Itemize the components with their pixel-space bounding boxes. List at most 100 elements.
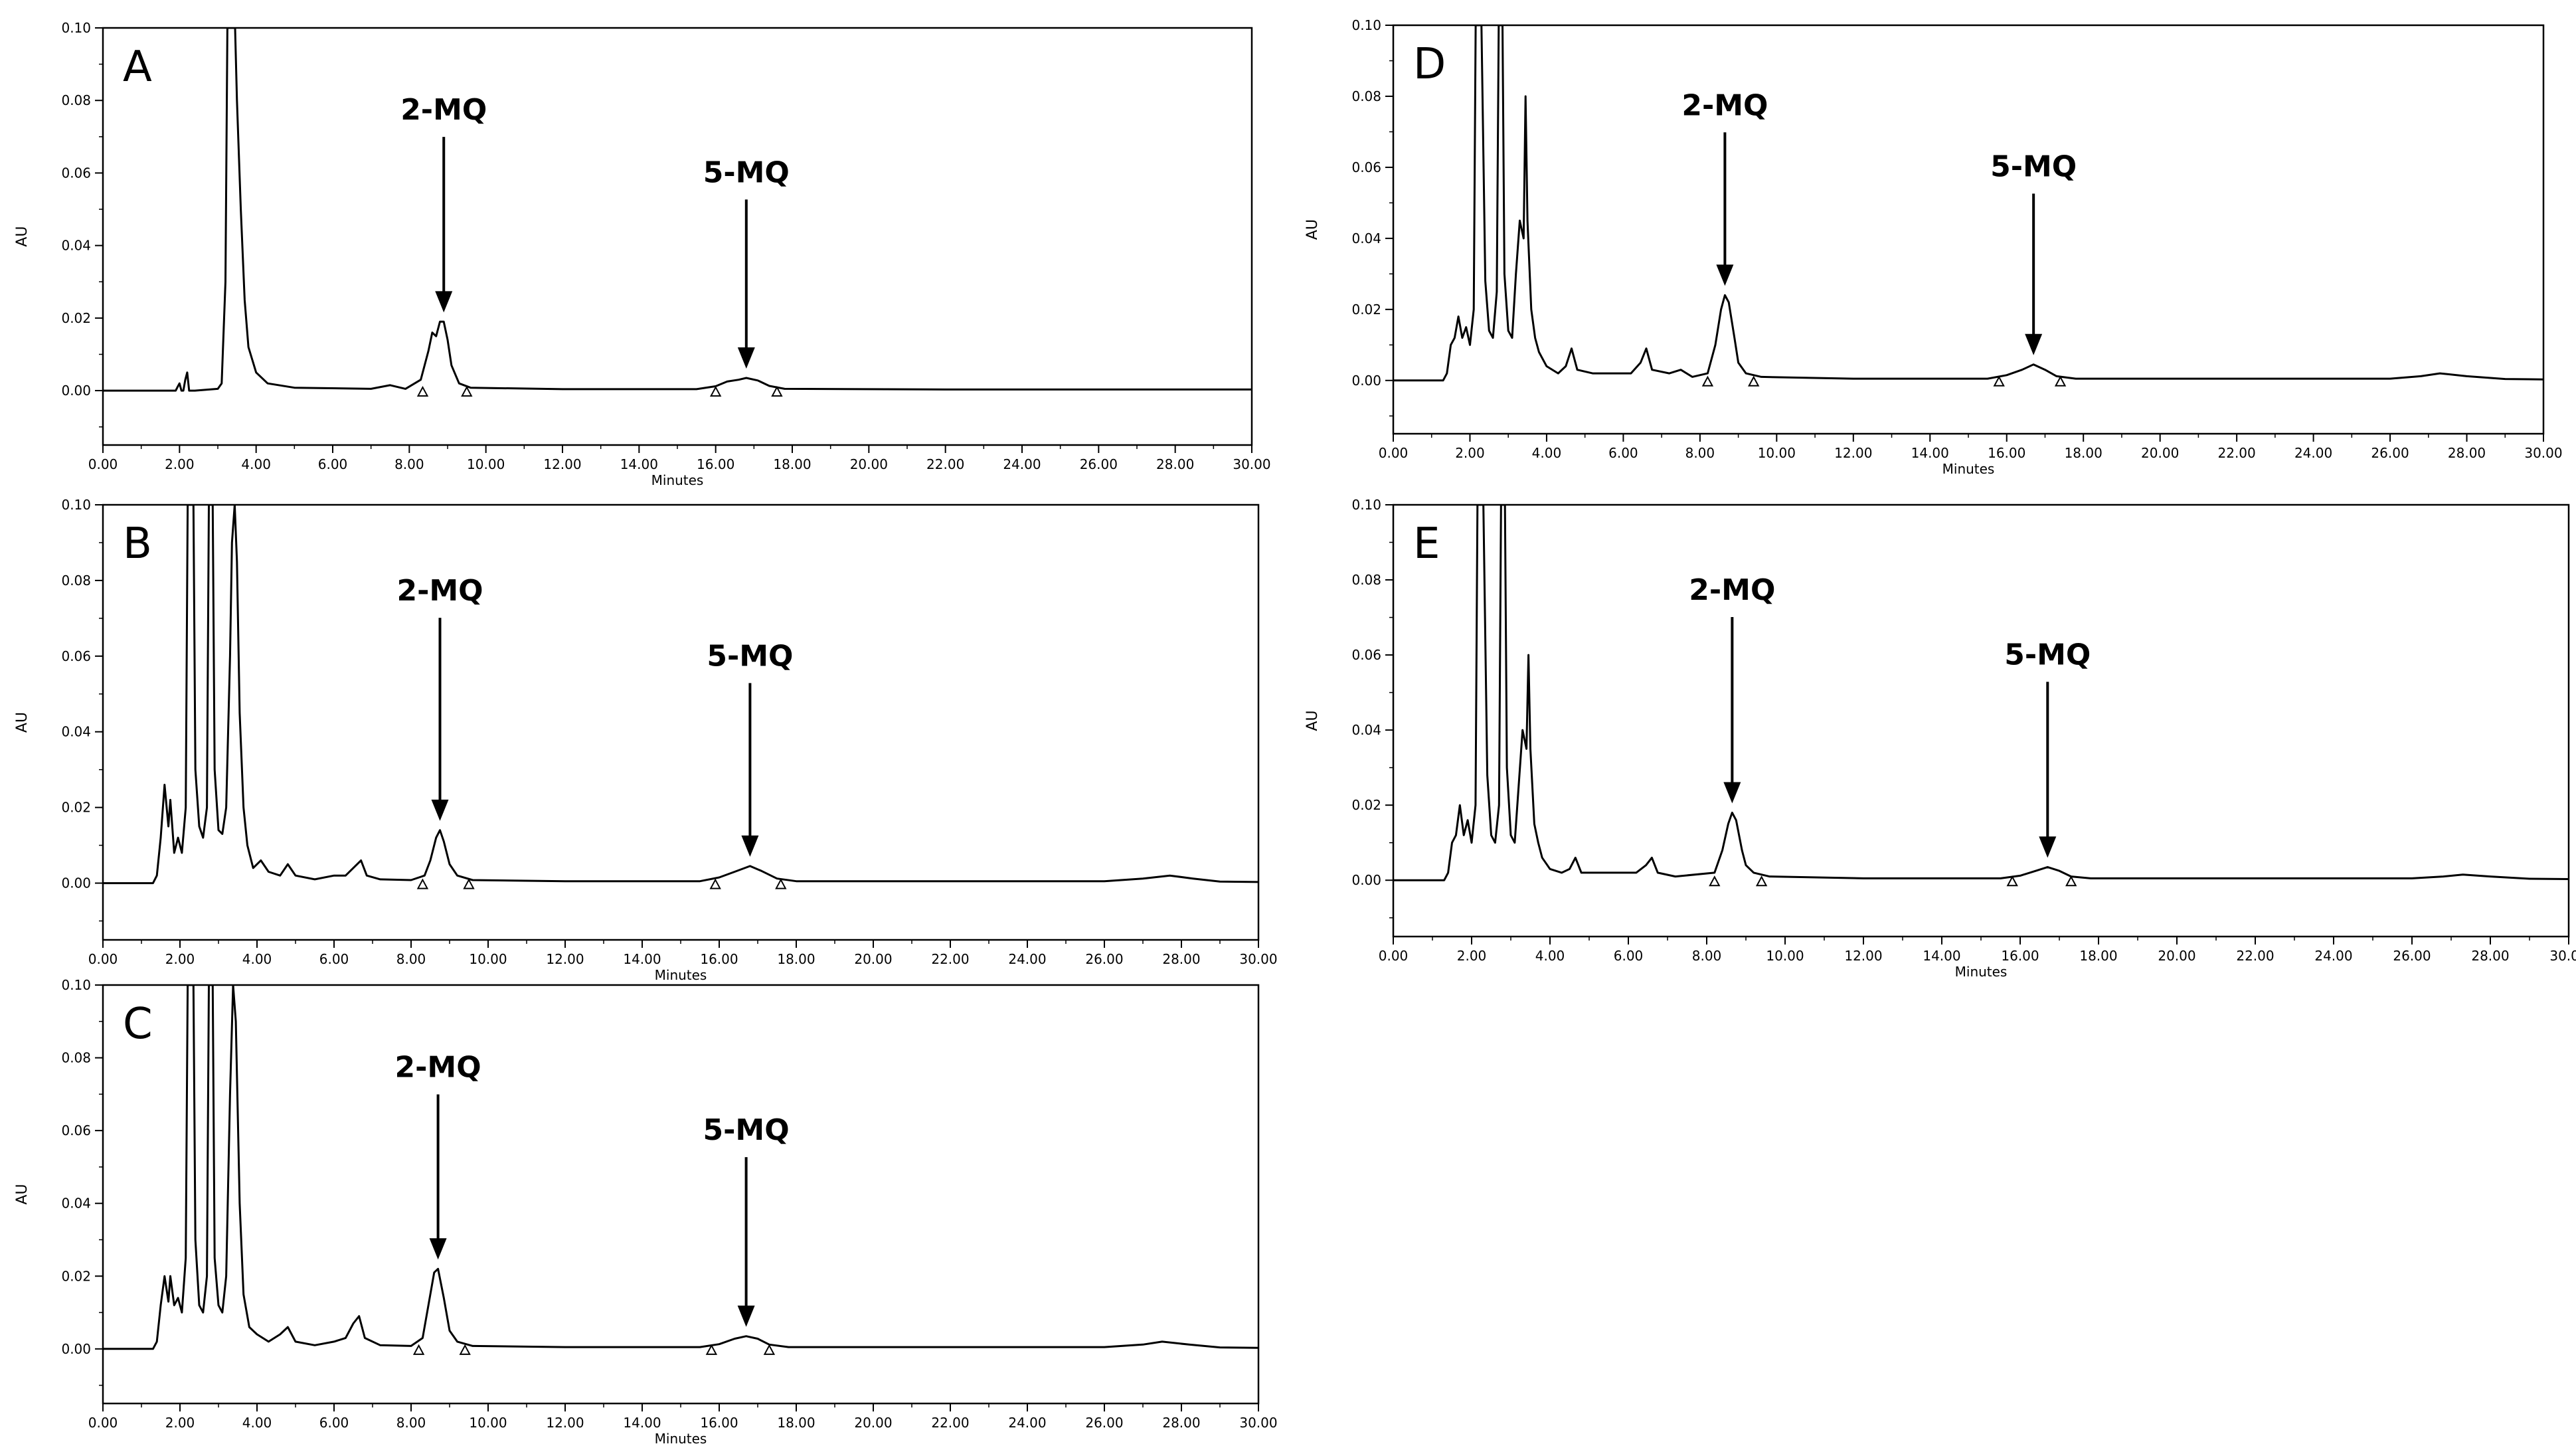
- integration-marker: [1755, 875, 1768, 887]
- peak-arrow-head: [1723, 782, 1741, 804]
- x-tick-label: 26.00: [1085, 1415, 1123, 1431]
- x-tick-label: 26.00: [2393, 948, 2431, 964]
- chromatogram-trace: [103, 505, 1258, 885]
- y-tick-label: 0.08: [61, 1050, 91, 1066]
- y-tick-label: 0.06: [1351, 159, 1381, 175]
- x-tick-label: 24.00: [2314, 948, 2352, 964]
- y-tick-label: 0.08: [61, 573, 91, 588]
- peak-label: 2-MQ: [1681, 88, 1768, 122]
- integration-marker: [771, 385, 783, 397]
- y-axis-label: AU: [1304, 710, 1321, 731]
- x-tick-label: 4.00: [1535, 948, 1565, 964]
- x-tick-label: 28.00: [1162, 1415, 1200, 1431]
- plot-frame: [1392, 503, 2570, 938]
- peak-label: 5-MQ: [707, 639, 793, 673]
- x-tick-label: 14.00: [1923, 948, 1960, 964]
- x-tick-label: 6.00: [319, 1415, 349, 1431]
- x-tick-label: 8.00: [1692, 948, 1722, 964]
- integration-marker: [1993, 375, 2005, 387]
- integration-marker: [763, 1344, 776, 1355]
- x-tick-label: 2.00: [165, 951, 195, 967]
- peak-label: 5-MQ: [703, 1113, 790, 1147]
- integration-marker: [709, 385, 722, 397]
- y-tick-label: 0.08: [1351, 572, 1381, 588]
- x-tick-label: 4.00: [1532, 445, 1562, 461]
- y-axis-label: AU: [14, 712, 31, 733]
- y-tick-label: 0.08: [61, 92, 91, 108]
- x-tick-label: 28.00: [2448, 445, 2486, 461]
- y-tick-label: 0.04: [1351, 230, 1381, 246]
- x-tick-label: 16.00: [697, 456, 734, 472]
- y-tick-label: 0.06: [61, 165, 91, 181]
- peak-arrow-head: [429, 1238, 447, 1260]
- peak-label: 2-MQ: [395, 1051, 481, 1085]
- x-tick-label: 2.00: [1455, 445, 1485, 461]
- x-tick-label: 12.00: [1844, 948, 1882, 964]
- integration-marker: [412, 1344, 425, 1355]
- chromatogram-panel-d: 0.00 0.02 0.04 0.06 0.08 0.10 0.00 2.00 4.00 6.00…: [1304, 17, 2563, 477]
- peak-arrow-head: [431, 799, 449, 821]
- chromatogram-panel-a: 0.00 0.02 0.04 0.06 0.08 0.10 0.00 2.00 4.00 6.00…: [14, 20, 1271, 488]
- x-tick-label: 30.00: [1239, 951, 1277, 967]
- peak-label: 5-MQ: [2004, 638, 2091, 672]
- y-axis-label: AU: [1304, 219, 1321, 240]
- y-tick-label: 0.08: [1351, 88, 1381, 104]
- chromatogram-trace: [1393, 25, 2543, 382]
- integration-marker: [1748, 375, 1760, 387]
- x-tick-label: 0.00: [88, 456, 118, 472]
- x-tick-label: 6.00: [1614, 948, 1644, 964]
- x-tick-label: 0.00: [1379, 948, 1409, 964]
- integration-marker: [2054, 375, 2067, 387]
- y-tick-label: 0.06: [61, 648, 91, 664]
- x-tick-label: 28.00: [1162, 951, 1200, 967]
- plot-frame: [1392, 24, 2545, 435]
- x-tick-label: 18.00: [2065, 445, 2103, 461]
- x-tick-label: 4.00: [242, 951, 272, 967]
- x-tick-label: 16.00: [1988, 445, 2025, 461]
- plot-frame: [102, 984, 1260, 1405]
- y-tick-label: 0.02: [61, 1268, 91, 1284]
- x-tick-label: 12.00: [543, 456, 581, 472]
- peak-label: 5-MQ: [703, 155, 790, 189]
- x-tick-label: 10.00: [467, 456, 505, 472]
- panel-label: D: [1413, 40, 1446, 89]
- peak-arrow-head: [737, 1305, 755, 1327]
- x-axis-label: Minutes: [651, 472, 704, 488]
- x-tick-label: 4.00: [241, 456, 271, 472]
- x-tick-label: 30.00: [2549, 948, 2576, 964]
- peak-label: 5-MQ: [1990, 150, 2077, 184]
- y-tick-label: 0.10: [61, 497, 91, 513]
- panel-label: C: [123, 1000, 153, 1049]
- x-tick-label: 14.00: [623, 1415, 661, 1431]
- x-tick-label: 14.00: [620, 456, 658, 472]
- x-tick-label: 16.00: [700, 951, 738, 967]
- x-tick-label: 30.00: [1239, 1415, 1277, 1431]
- y-tick-label: 0.00: [1351, 872, 1381, 888]
- x-tick-label: 22.00: [2218, 445, 2256, 461]
- y-tick-label: 0.02: [61, 310, 91, 326]
- x-tick-label: 8.00: [396, 951, 426, 967]
- x-tick-label: 16.00: [700, 1415, 738, 1431]
- x-tick-label: 20.00: [2158, 948, 2195, 964]
- panel-label: B: [123, 519, 152, 569]
- x-tick-label: 10.00: [1766, 948, 1804, 964]
- x-tick-label: 30.00: [2524, 445, 2562, 461]
- y-axis-label: AU: [14, 1184, 31, 1204]
- integration-marker: [709, 878, 721, 889]
- chromatogram-trace: [103, 985, 1258, 1350]
- peak-label: 2-MQ: [1689, 573, 1775, 607]
- x-tick-label: 2.00: [1457, 948, 1487, 964]
- x-tick-label: 22.00: [931, 951, 969, 967]
- chromatogram-panel-b: 0.00 0.02 0.04 0.06 0.08 0.10 0.00 2.00 4.00 6.00…: [14, 497, 1278, 983]
- peak-arrow-head: [2039, 836, 2057, 858]
- x-tick-label: 10.00: [1758, 445, 1796, 461]
- x-tick-label: 0.00: [1379, 445, 1409, 461]
- x-tick-label: 20.00: [850, 456, 888, 472]
- y-tick-label: 0.00: [61, 1341, 91, 1357]
- x-axis-label: Minutes: [655, 967, 707, 983]
- chromatogram-trace: [1393, 505, 2569, 881]
- x-tick-label: 18.00: [2079, 948, 2117, 964]
- peak-arrow-head: [737, 347, 755, 369]
- y-tick-label: 0.10: [61, 977, 91, 993]
